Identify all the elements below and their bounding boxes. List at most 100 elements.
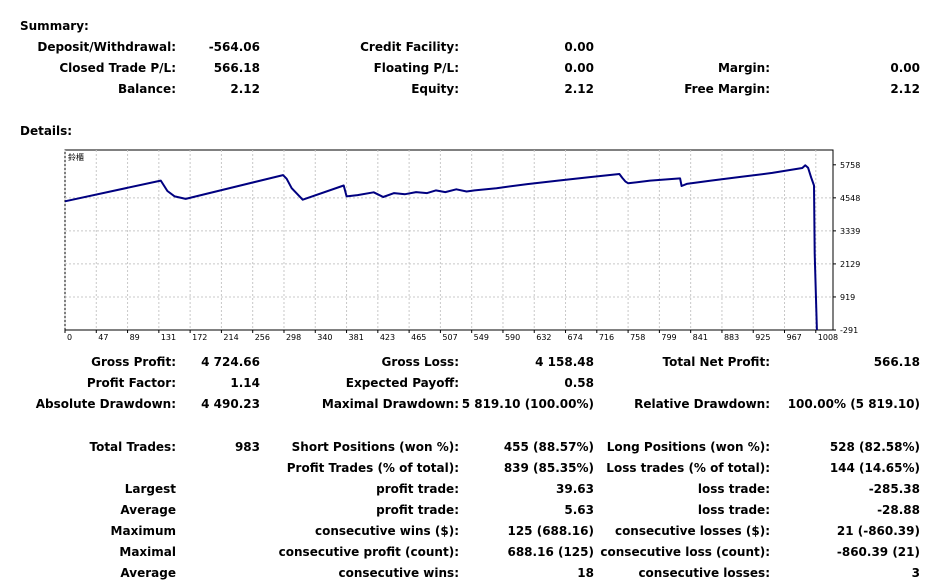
stat-value: 0.58 (564, 376, 594, 390)
x-tick-label: 758 (630, 333, 645, 342)
chart-corner-label: 鈴櫃 (68, 152, 84, 162)
stat-value: -28.88 (877, 503, 920, 517)
stat-value: 1.14 (230, 376, 260, 390)
stat-label: consecutive losses ($): (614, 524, 770, 538)
stat-label: Short Positions (won %): (291, 440, 459, 454)
stat-label: profit trade: (376, 482, 459, 496)
stat-value: 5 819.10 (100.00%) (461, 397, 594, 411)
stat-value: 144 (14.65%) (829, 461, 920, 475)
stat-value: 2.12 (564, 82, 594, 96)
y-tick-label: -291 (840, 326, 858, 335)
stat-label: profit trade: (376, 503, 459, 517)
x-tick-label: 883 (724, 333, 739, 342)
x-tick-label: 89 (130, 333, 140, 342)
stat-label: Maximal Drawdown: (321, 397, 459, 411)
y-tick-label: 919 (840, 293, 855, 302)
stat-value: 455 (88.57%) (503, 440, 594, 454)
stat-value: 21 (-860.39) (836, 524, 920, 538)
stat-label: Absolute Drawdown: (35, 397, 176, 411)
stat-value: 0.00 (564, 40, 594, 54)
x-tick-label: 632 (536, 333, 551, 342)
x-tick-label: 131 (161, 333, 176, 342)
stat-value: 2.12 (230, 82, 260, 96)
stat-value: -285.38 (868, 482, 920, 496)
stat-value: 4 724.66 (201, 355, 260, 369)
stat-value: 983 (234, 440, 260, 454)
stat-value: 0.00 (564, 61, 594, 75)
stat-label: Equity: (411, 82, 459, 96)
x-tick-label: 925 (755, 333, 770, 342)
stat-label: loss trade: (697, 482, 770, 496)
stat-label: Maximal (119, 545, 176, 559)
stat-value: 2.12 (890, 82, 920, 96)
chart-frame (64, 149, 834, 331)
stat-value: 566.18 (213, 61, 260, 75)
stat-value: -564.06 (208, 40, 260, 54)
stat-value: 688.16 (125) (507, 545, 594, 559)
x-tick-label: 465 (411, 333, 426, 342)
stat-value: 528 (82.58%) (829, 440, 920, 454)
stat-label: Long Positions (won %): (606, 440, 770, 454)
stat-value: 3 (911, 566, 920, 580)
stat-label: consecutive profit (count): (278, 545, 459, 559)
stat-label: Maximum (110, 524, 176, 538)
stat-label: Balance: (117, 82, 176, 96)
x-tick-label: 716 (599, 333, 614, 342)
stat-label: Profit Trades (% of total): (286, 461, 459, 475)
x-tick-label: 799 (661, 333, 676, 342)
equity-line (64, 164, 818, 331)
x-tick-label: 841 (693, 333, 708, 342)
x-tick-label: 590 (505, 333, 520, 342)
y-tick-label: 4548 (840, 194, 860, 203)
stat-value: 839 (85.35%) (503, 461, 594, 475)
x-tick-label: 256 (255, 333, 270, 342)
stat-value: 566.18 (873, 355, 920, 369)
stat-label: Closed Trade P/L: (59, 61, 176, 75)
x-tick-label: 340 (317, 333, 332, 342)
x-tick-label: 423 (380, 333, 395, 342)
stat-label: Average (120, 566, 176, 580)
stat-label: Credit Facility: (360, 40, 459, 54)
y-tick-label: 3339 (840, 227, 860, 236)
stat-value: -860.39 (21) (836, 545, 920, 559)
x-tick-label: 549 (474, 333, 489, 342)
x-tick-label: 0 (67, 333, 72, 342)
equity-chart: 0 47 89 131 172 214 256 298 340 381 423 465 507 549 59… (64, 149, 860, 342)
stat-label: Loss trades (% of total): (606, 461, 770, 475)
x-tick-label: 47 (98, 333, 108, 342)
stat-label: consecutive wins ($): (314, 524, 459, 538)
stat-label: Profit Factor: (86, 376, 176, 390)
stat-value: 4 490.23 (201, 397, 260, 411)
stat-label: Expected Payoff: (345, 376, 459, 390)
x-tick-label: 507 (442, 333, 457, 342)
summary-title: Summary: (20, 19, 89, 33)
stat-label: Largest (124, 482, 176, 496)
x-tick-label: 1008 (818, 333, 838, 342)
y-tick-label: 5758 (840, 161, 860, 170)
stat-label: Margin: (717, 61, 770, 75)
details-title: Details: (20, 124, 73, 138)
stat-value: 4 158.48 (535, 355, 594, 369)
x-tick-label: 381 (349, 333, 364, 342)
x-tick-label: 172 (192, 333, 207, 342)
stat-label: Free Margin: (684, 82, 770, 96)
y-tick-label: 2129 (840, 260, 860, 269)
stat-label: Relative Drawdown: (634, 397, 770, 411)
stat-label: consecutive loss (count): (600, 545, 770, 559)
stat-label: Total Net Profit: (662, 355, 770, 369)
stat-label: Floating P/L: (373, 61, 459, 75)
stat-label: Average (120, 503, 176, 517)
x-tick-label: 214 (223, 333, 238, 342)
x-tick-label: 674 (568, 333, 583, 342)
stat-value: 125 (688.16) (507, 524, 594, 538)
stat-label: loss trade: (697, 503, 770, 517)
stat-label: consecutive wins: (338, 566, 459, 580)
stat-label: Deposit/Withdrawal: (37, 40, 176, 54)
stat-value: 100.00% (5 819.10) (787, 397, 920, 411)
stat-label: Total Trades: (89, 440, 176, 454)
stat-value: 0.00 (890, 61, 920, 75)
stat-value: 18 (577, 566, 594, 580)
stat-value: 5.63 (564, 503, 594, 517)
x-tick-label: 298 (286, 333, 301, 342)
stat-label: Gross Loss: (381, 355, 459, 369)
